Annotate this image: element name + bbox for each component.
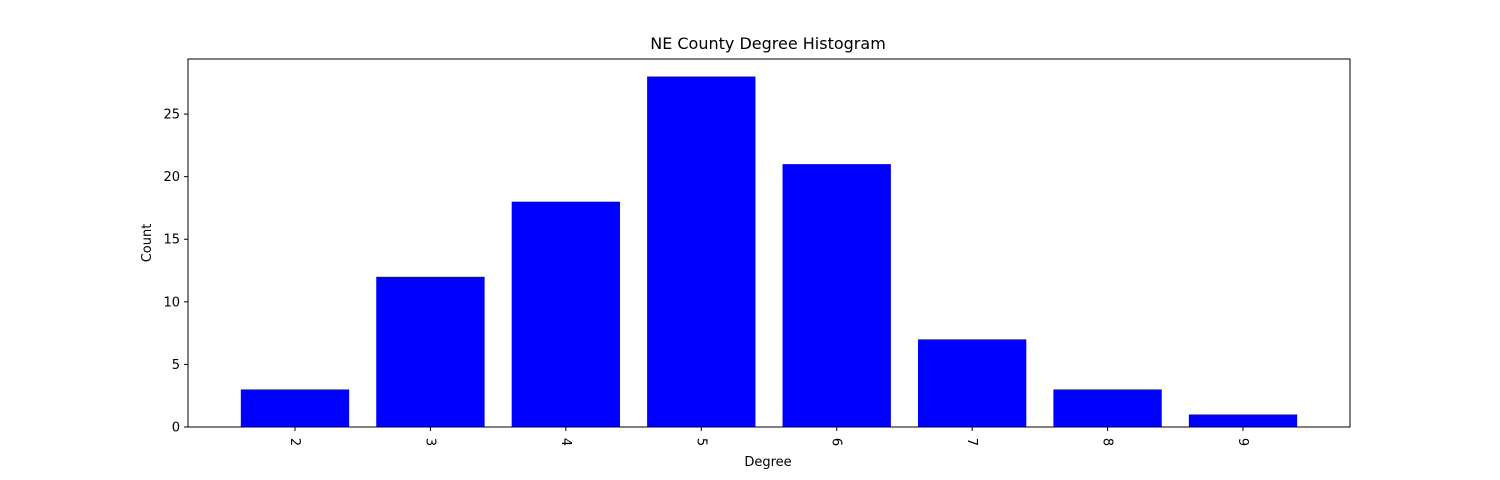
plot-frame [187,58,1351,428]
y-tick-label: 10 [163,295,180,310]
y-tick-label: 5 [172,358,180,373]
bar-6 [782,164,891,427]
x-axis-title: Degree [744,455,791,470]
x-tick-label: 9 [1235,438,1250,446]
x-tick-label: 7 [964,438,979,446]
chart-title: NE County Degree Histogram [650,34,886,53]
x-tick-label: 6 [829,438,844,446]
x-tick-label: 8 [1100,438,1115,446]
y-tick-label: 25 [163,108,180,123]
y-tick-label: 20 [163,170,180,185]
y-axis-title: Count [140,224,155,263]
bar-4 [511,201,621,427]
bar-8 [1053,389,1162,427]
bar-5 [647,76,756,428]
y-tick-label: 0 [172,421,180,436]
x-tick-label: 5 [693,438,708,446]
bar-7 [917,339,1027,427]
x-tick-label: 3 [422,438,437,446]
y-axis: 0 5 10 15 20 25 [163,108,188,436]
bar-9 [1188,414,1298,427]
y-tick-label: 15 [163,233,180,248]
bars-group [240,76,1298,428]
x-tick-label: 4 [558,438,573,446]
bar-2 [240,389,350,427]
bar-3 [376,276,485,427]
x-axis: 2 3 4 5 6 7 8 9 [287,427,1250,446]
x-tick-label: 2 [287,438,302,446]
